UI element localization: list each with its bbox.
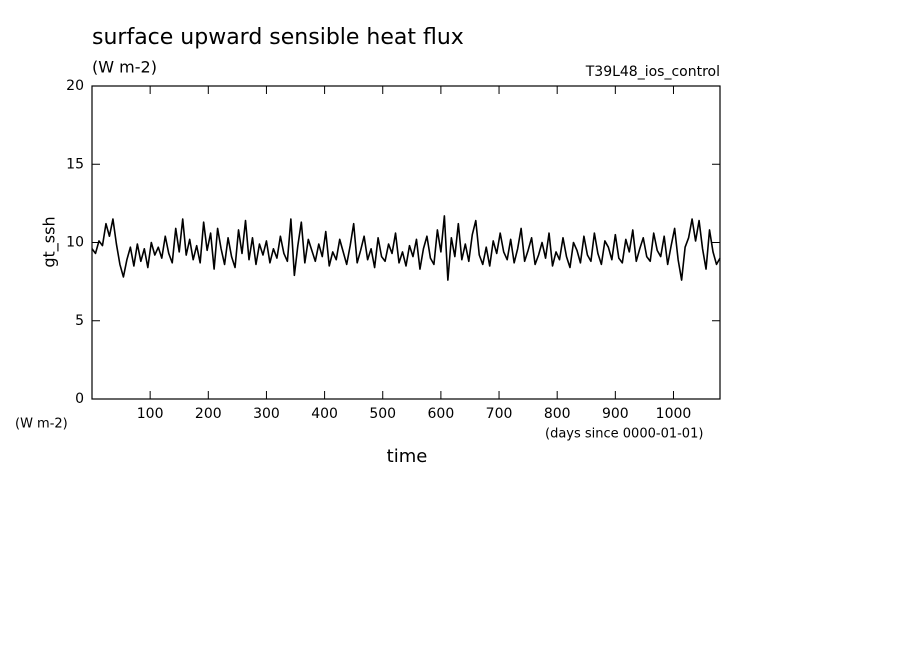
y-tick-label: 15 [66, 156, 84, 172]
y-axis-units: (W m-2) [15, 417, 68, 432]
y-tick-label: 0 [75, 391, 84, 407]
x-tick-label: 1000 [656, 406, 692, 422]
chart-subtitle: (W m-2) [92, 58, 157, 77]
x-tick-label: 300 [253, 406, 280, 422]
x-tick-label: 800 [544, 406, 571, 422]
y-tick-label: 5 [75, 313, 84, 329]
x-axis-label: time [387, 446, 428, 467]
annotation: T39L48_ios_control [585, 64, 720, 80]
x-tick-label: 700 [486, 406, 513, 422]
y-tick-label: 20 [66, 78, 84, 94]
x-tick-label: 400 [311, 406, 338, 422]
chart-title: surface upward sensible heat flux [92, 25, 464, 50]
x-tick-label: 200 [195, 406, 222, 422]
y-axis-label: gt_ssh [40, 216, 60, 267]
x-tick-label: 500 [369, 406, 396, 422]
x-tick-label: 600 [428, 406, 455, 422]
x-tick-label: 100 [137, 406, 164, 422]
x-tick-label: 900 [602, 406, 629, 422]
x-axis-units: (days since 0000-01-01) [545, 427, 703, 442]
y-tick-label: 10 [66, 235, 84, 251]
data-line [91, 215, 721, 281]
